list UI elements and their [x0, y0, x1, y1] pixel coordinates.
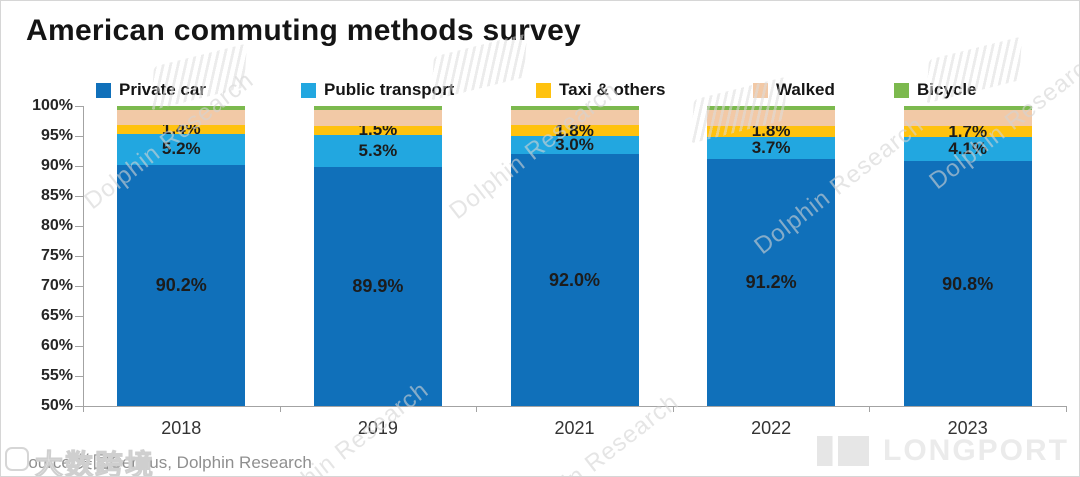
x-tick-label: 2023 [947, 418, 988, 438]
y-tick-mark [75, 136, 83, 137]
x-axis-line [83, 406, 1066, 407]
data-label: 4.1% [948, 138, 988, 158]
y-tick-mark [75, 346, 83, 347]
y-tick-label: 100% [32, 97, 73, 114]
longport-logo-icon [817, 436, 869, 466]
y-tick-mark [75, 226, 83, 227]
y-tick-mark [75, 376, 83, 377]
bar-segment [313, 109, 442, 126]
bar-2023: 90.8% 4.1% 1.7% [903, 106, 1032, 406]
bar-segment [313, 125, 442, 135]
x-tick-label: 2018 [161, 418, 202, 438]
bar-segment [510, 136, 639, 154]
bar-segment [903, 161, 1032, 406]
data-label: 5.3% [358, 140, 398, 160]
bar-segment [707, 158, 836, 406]
x-tick-mark [476, 406, 478, 412]
bar-2019: 89.9% 5.3% 1.5% [313, 106, 442, 406]
x-tick-mark [1066, 406, 1067, 412]
data-label: 1.8% [751, 121, 791, 141]
x-tick-mark [83, 406, 84, 412]
bar-segment [903, 126, 1032, 137]
bar-segment [313, 134, 442, 167]
y-tick-label: 50% [40, 397, 73, 414]
y-tick-label: 75% [40, 247, 73, 264]
y-tick-label: 65% [40, 307, 73, 324]
y-tick-label: 55% [40, 367, 73, 384]
data-label: 3.0% [555, 135, 594, 154]
data-label: 5.2% [161, 139, 201, 159]
data-label: 1.7% [948, 121, 988, 141]
y-tick-mark [75, 166, 83, 167]
y-tick-mark [75, 406, 83, 407]
y-tick-label: 85% [40, 187, 73, 204]
bar-segment [510, 125, 639, 136]
bar-segment [903, 109, 1032, 127]
y-tick-label: 90% [40, 157, 73, 174]
bar-segment [117, 133, 246, 165]
bar-segment [117, 106, 246, 110]
legend-swatch-icon [894, 82, 909, 98]
legend-item-taxi-others: Taxi & others [536, 80, 665, 100]
legend-swatch-icon [96, 82, 111, 98]
bar-segment [313, 166, 442, 406]
x-tick-label: 2021 [554, 418, 595, 438]
longport-watermark-text: LONGPORT [883, 434, 1069, 467]
data-label: 90.8% [942, 273, 994, 294]
bar-segment [510, 106, 639, 110]
bar-segment [510, 109, 639, 126]
y-tick-mark [75, 196, 83, 197]
corner-watermark-logo [5, 447, 29, 471]
x-tick-mark [279, 406, 281, 412]
legend-label: Walked [776, 80, 835, 99]
bar-segment [117, 125, 246, 134]
bar-segment [707, 136, 836, 159]
legend-item-public-transport: Public transport [301, 80, 454, 100]
legend-swatch-icon [536, 82, 551, 98]
y-tick-label: 80% [40, 217, 73, 234]
y-tick-label: 60% [40, 337, 73, 354]
chart-title: American commuting methods survey [26, 14, 582, 47]
bar-segment [510, 154, 639, 406]
bar-segment [117, 164, 246, 406]
x-tick-label: 2019 [357, 418, 398, 438]
longport-watermark: LONGPORT [817, 434, 1069, 468]
bar-segment [903, 136, 1032, 162]
y-tick-mark [75, 106, 83, 107]
y-tick-label: 70% [40, 277, 73, 294]
y-tick-mark [75, 286, 83, 287]
legend-swatch-icon [301, 82, 316, 98]
bar-2018: 90.2% 5.2% 1.4% [117, 106, 246, 406]
data-label: 89.9% [352, 276, 404, 297]
bar-segment [903, 106, 1032, 110]
y-tick-mark [75, 256, 83, 257]
bar-2021: 92.0% 3.0% 1.8% [510, 106, 639, 406]
y-axis-line [83, 106, 84, 407]
corner-watermark: 大数跨境 [34, 449, 156, 477]
x-tick-label: 2022 [751, 418, 792, 438]
source-note: Source:美国Census, Dolphin Research [17, 453, 312, 472]
x-tick-mark [672, 406, 674, 412]
x-tick-mark [869, 406, 871, 412]
legend-label: Taxi & others [559, 80, 666, 99]
bar-segment [117, 109, 246, 126]
legend-label: Public transport [324, 80, 455, 99]
bar-segment [707, 125, 836, 137]
data-label: 91.2% [745, 272, 797, 293]
data-label: 92.0% [548, 270, 601, 290]
data-label: 3.7% [751, 137, 791, 157]
y-tick-label: 95% [40, 127, 73, 144]
data-label: 90.2% [155, 275, 207, 296]
y-tick-mark [75, 316, 83, 317]
bar-segment [313, 106, 442, 110]
data-label: 1.8% [555, 120, 594, 140]
